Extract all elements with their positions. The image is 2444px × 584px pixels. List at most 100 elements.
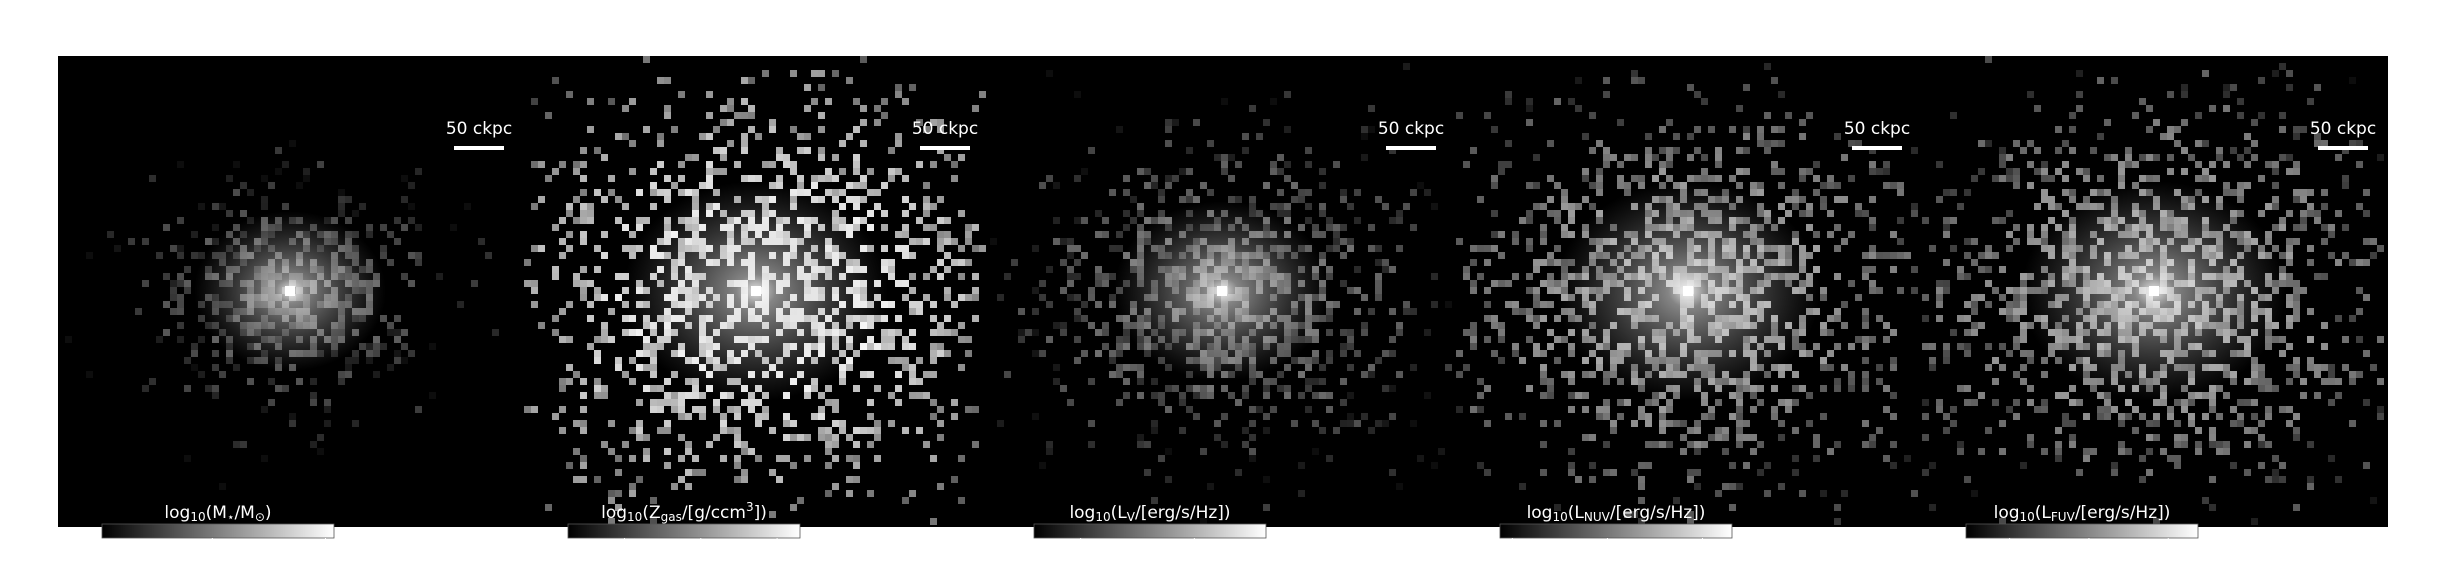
pixel [1123, 175, 1130, 182]
pixel [1547, 259, 1554, 266]
pixel [587, 217, 594, 224]
pixel [1785, 399, 1792, 406]
pixel [415, 252, 422, 259]
pixel [1214, 420, 1221, 427]
pixel [1785, 210, 1792, 217]
pixel [1673, 420, 1680, 427]
pixel [1375, 287, 1382, 294]
pixel [860, 56, 867, 63]
pixel [1333, 301, 1340, 308]
pixel [909, 273, 916, 280]
pixel [2167, 413, 2174, 420]
pixel [1333, 245, 1340, 252]
pixel [1957, 441, 1964, 448]
pixel [580, 189, 587, 196]
pixel [1053, 217, 1060, 224]
pixel [2006, 210, 2013, 217]
pixel [1347, 392, 1354, 399]
pixel [832, 196, 839, 203]
pixel [1834, 504, 1841, 511]
pixel [1680, 448, 1687, 455]
pixel [1540, 371, 1547, 378]
pixel [345, 217, 352, 224]
pixel [552, 315, 559, 322]
pixel [818, 126, 825, 133]
pixel [2363, 294, 2370, 301]
pixel [1715, 427, 1722, 434]
pixel [1333, 161, 1340, 168]
label-part: ]) [754, 503, 767, 523]
pixel [198, 336, 205, 343]
pixel [2321, 189, 2328, 196]
pixel [1645, 420, 1652, 427]
colorbar-tick-label: −5 [765, 545, 790, 565]
pixel [1813, 245, 1820, 252]
pixel [818, 70, 825, 77]
pixel [1813, 175, 1820, 182]
pixel [261, 203, 268, 210]
pixel [1088, 441, 1095, 448]
pixel [1540, 392, 1547, 399]
pixel [289, 140, 296, 147]
pixel [2006, 245, 2013, 252]
pixel [2230, 420, 2237, 427]
pixel [2342, 364, 2349, 371]
pixel [2223, 441, 2230, 448]
pixel [1410, 364, 1417, 371]
pixel [1032, 329, 1039, 336]
pixel [1694, 441, 1701, 448]
pixel [594, 350, 601, 357]
pixel [2307, 441, 2314, 448]
pixel [1333, 231, 1340, 238]
pixel [1568, 231, 1575, 238]
pixel [1221, 413, 1228, 420]
pixel [902, 343, 909, 350]
pixel [2335, 210, 2342, 217]
pixel [657, 399, 664, 406]
pixel [888, 147, 895, 154]
pixel [650, 371, 657, 378]
pixel [1547, 210, 1554, 217]
pixel [1477, 245, 1484, 252]
pixel [1137, 371, 1144, 378]
pixel [846, 455, 853, 462]
pixel [1540, 441, 1547, 448]
pixel [1547, 196, 1554, 203]
pixel [1813, 434, 1820, 441]
pixel [1291, 196, 1298, 203]
pixel [692, 189, 699, 196]
pixel [2265, 231, 2272, 238]
pixel [664, 196, 671, 203]
pixel [1319, 252, 1326, 259]
pixel [2363, 210, 2370, 217]
pixel [1862, 252, 1869, 259]
pixel [1116, 350, 1123, 357]
pixel [1291, 420, 1298, 427]
pixel [2097, 77, 2104, 84]
pixel [580, 427, 587, 434]
pixel [1943, 224, 1950, 231]
pixel [1498, 161, 1505, 168]
pixel [2153, 434, 2160, 441]
pixel [1347, 329, 1354, 336]
pixel [580, 231, 587, 238]
pixel [1438, 448, 1445, 455]
pixel [2167, 406, 2174, 413]
pixel [1603, 406, 1610, 413]
pixel [678, 399, 685, 406]
pixel [1715, 175, 1722, 182]
pixel [552, 266, 559, 273]
pixel [587, 280, 594, 287]
pixel [825, 441, 832, 448]
pixel [1964, 189, 1971, 196]
pixel [2328, 455, 2335, 462]
pixel [888, 329, 895, 336]
pixel [1876, 378, 1883, 385]
pixel [2013, 238, 2020, 245]
pixel [1638, 406, 1645, 413]
pixel [1813, 189, 1820, 196]
pixel [790, 504, 797, 511]
pixel [713, 434, 720, 441]
pixel [1116, 245, 1123, 252]
pixel [2223, 84, 2230, 91]
